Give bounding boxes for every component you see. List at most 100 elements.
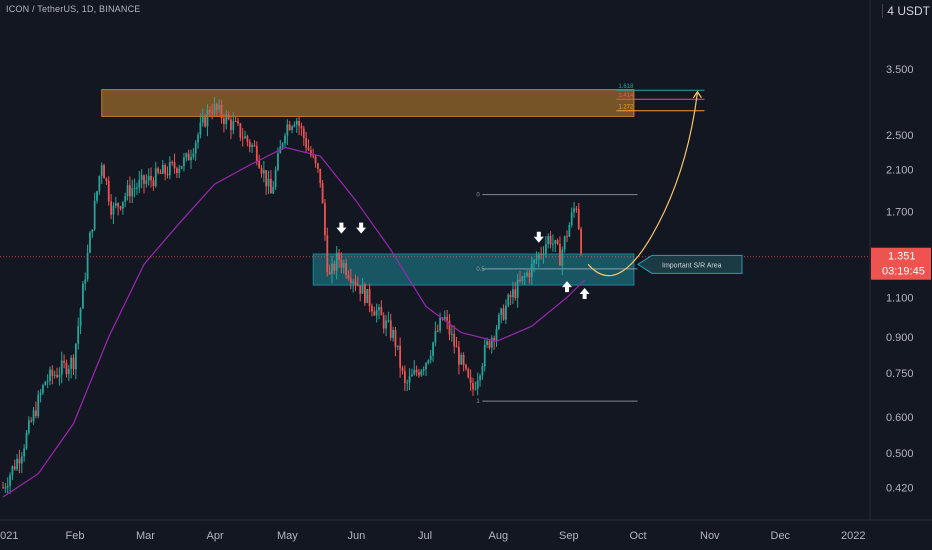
candle-body xyxy=(119,206,122,209)
candle-body xyxy=(251,145,253,148)
candle-body xyxy=(4,487,7,489)
candle-body xyxy=(267,178,270,187)
candle-body xyxy=(9,475,11,486)
candle-body xyxy=(190,156,192,161)
candle-body xyxy=(331,263,333,275)
candle-body xyxy=(98,176,101,192)
candle-body xyxy=(302,128,305,138)
candle-body xyxy=(380,307,383,316)
candle-body xyxy=(277,153,279,170)
candle-body xyxy=(434,330,437,343)
projection-arrowhead xyxy=(692,90,702,99)
currency-prefix: 4 xyxy=(887,4,894,18)
candle-body xyxy=(39,392,42,395)
candle-body xyxy=(201,116,204,123)
candle-body xyxy=(317,163,319,169)
candle-body xyxy=(516,279,519,298)
candle-body xyxy=(462,355,465,365)
candle-body xyxy=(493,337,496,341)
candle-body xyxy=(255,146,258,161)
candle-body xyxy=(192,153,195,157)
candle-body xyxy=(131,188,134,197)
candle-body xyxy=(100,165,103,177)
candle-body xyxy=(185,153,188,158)
y-tick-label: 0.900 xyxy=(886,332,914,344)
candle-body xyxy=(51,369,54,376)
candle-body xyxy=(293,124,296,127)
candle-body xyxy=(340,259,343,268)
candle-body xyxy=(171,162,174,164)
candle-body xyxy=(124,196,127,202)
candle-body xyxy=(157,168,159,173)
resistance-zone xyxy=(101,89,635,117)
candle-body xyxy=(429,355,432,361)
candle-body xyxy=(474,388,477,390)
candle-body xyxy=(93,200,96,230)
candle-body xyxy=(67,368,70,375)
candle-body xyxy=(385,320,387,329)
candle-body xyxy=(425,363,427,370)
candle-body xyxy=(265,170,268,187)
candle-body xyxy=(46,380,49,382)
candle-body xyxy=(446,316,449,321)
candle-body xyxy=(415,369,418,373)
candle-body xyxy=(443,316,446,320)
candle-body xyxy=(27,420,30,433)
candle-body xyxy=(392,330,394,338)
y-tick-label: 3.500 xyxy=(886,64,914,76)
candle-body xyxy=(173,162,176,169)
candle-body xyxy=(248,141,251,148)
candle-body xyxy=(396,345,399,347)
candle-body xyxy=(225,114,228,125)
y-tick-label: 2.100 xyxy=(886,165,914,177)
candle-body xyxy=(549,235,552,245)
arrow-down-icon xyxy=(336,222,347,234)
candle-body xyxy=(58,374,61,378)
candle-body xyxy=(439,317,441,331)
candle-body xyxy=(206,109,209,127)
candle-body xyxy=(537,253,540,259)
y-tick-label: 0.750 xyxy=(886,368,914,380)
candle-body xyxy=(82,283,84,309)
candle-body xyxy=(436,330,439,332)
candle-body xyxy=(272,186,275,194)
candle-body xyxy=(145,180,148,184)
candle-body xyxy=(512,289,514,298)
candle-body xyxy=(312,155,315,157)
candle-body xyxy=(460,355,463,365)
candle-body xyxy=(561,249,564,266)
candle-body xyxy=(354,281,357,285)
candle-body xyxy=(166,173,169,176)
candle-body xyxy=(199,122,202,135)
candle-body xyxy=(223,118,225,125)
x-tick-label: Mar xyxy=(136,530,155,542)
candle-body xyxy=(573,208,575,213)
candle-body xyxy=(547,235,550,245)
candle-body xyxy=(342,263,345,268)
x-tick-label: Jun xyxy=(348,530,366,542)
candle-body xyxy=(563,236,566,250)
candle-body xyxy=(544,244,547,254)
y-tick-label: 2.500 xyxy=(886,130,914,142)
x-tick-label: Feb xyxy=(66,530,85,542)
candle-body xyxy=(356,284,359,286)
x-tick-label: Sep xyxy=(559,530,579,542)
y-tick-label: 1.700 xyxy=(886,206,914,218)
price-tag-value: 1.351 xyxy=(888,251,916,263)
candle-body xyxy=(110,201,112,215)
candle-body xyxy=(79,308,82,327)
candle-body xyxy=(234,120,237,122)
candle-body xyxy=(218,105,221,110)
candle-body xyxy=(399,345,402,368)
currency-badge[interactable]: 4 USDT xyxy=(882,4,930,18)
candle-body xyxy=(488,341,491,348)
candle-body xyxy=(467,368,470,378)
candle-body xyxy=(239,123,242,138)
candle-body xyxy=(345,263,347,276)
candle-body xyxy=(556,240,559,244)
candle-body xyxy=(140,175,143,180)
candle-body xyxy=(204,116,206,127)
candle-body xyxy=(77,326,80,344)
candle-body xyxy=(366,289,369,303)
